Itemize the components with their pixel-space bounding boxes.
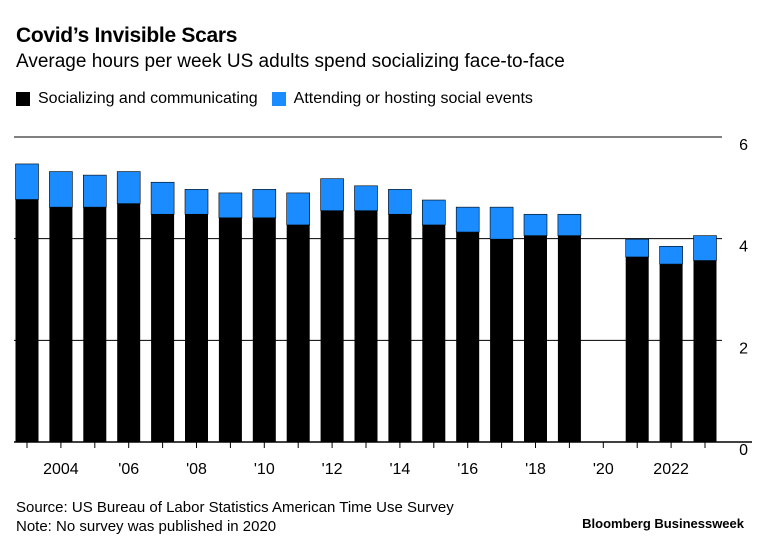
bar-socializing-2022 bbox=[659, 264, 683, 442]
chart-title: Covid’s Invisible Scars bbox=[16, 24, 238, 47]
bar-events-2008 bbox=[184, 189, 209, 215]
bar-events-2003 bbox=[15, 163, 39, 200]
x-tick-label-2004: 2004 bbox=[43, 461, 79, 478]
bar-socializing-2011 bbox=[286, 224, 310, 442]
x-tick-label-2014: '14 bbox=[389, 461, 410, 478]
legend-swatch-socializing bbox=[16, 92, 30, 106]
bar-events-2014 bbox=[388, 189, 412, 215]
bar-events-2012 bbox=[320, 178, 344, 212]
bar-events-2018 bbox=[523, 213, 548, 236]
y-tick-label-2: 2 bbox=[739, 340, 748, 357]
bar-socializing-2005 bbox=[83, 207, 107, 442]
bar-events-2007 bbox=[150, 181, 175, 215]
stacked-bar-chart: 0 2 4 6 2004 '06 '08 '10 '12 '14 '16 '18 '20 2022 bbox=[14, 136, 752, 478]
bar-socializing-2004 bbox=[49, 207, 73, 442]
x-tick-label-2010: '10 bbox=[254, 461, 275, 478]
x-tick-label-2008: '08 bbox=[186, 461, 207, 478]
bar-events-2019 bbox=[557, 213, 582, 236]
bar-socializing-2006 bbox=[117, 203, 141, 442]
bar-socializing-2023 bbox=[693, 260, 717, 442]
bar-socializing-2019 bbox=[557, 235, 581, 442]
x-tick-label-2022: 2022 bbox=[653, 461, 689, 478]
bar-socializing-2017 bbox=[490, 239, 514, 442]
bar-events-2004 bbox=[49, 171, 73, 208]
x-tick-label-2016: '16 bbox=[457, 461, 478, 478]
bar-socializing-2015 bbox=[422, 224, 446, 442]
legend-label-socializing: Socializing and communicating bbox=[38, 90, 258, 107]
x-tick-label-2012: '12 bbox=[322, 461, 343, 478]
x-tick-label-2006: '06 bbox=[118, 461, 139, 478]
bar-socializing-2021 bbox=[625, 256, 649, 442]
y-tick-label-4: 4 bbox=[739, 239, 748, 256]
bar-events-2017 bbox=[489, 206, 514, 240]
bar-socializing-2008 bbox=[185, 214, 208, 442]
bar-socializing-2012 bbox=[320, 210, 344, 442]
bar-socializing-2009 bbox=[218, 217, 242, 442]
legend-item-events: Attending or hosting social events bbox=[271, 90, 533, 108]
bar-socializing-2013 bbox=[354, 210, 378, 442]
bar-events-2011 bbox=[286, 192, 311, 226]
bar-events-2015 bbox=[421, 199, 446, 226]
legend: Socializing and communicating Attending … bbox=[16, 90, 547, 108]
legend-label-events: Attending or hosting social events bbox=[293, 90, 533, 107]
y-tick-label-6: 6 bbox=[739, 137, 748, 154]
bar-socializing-2018 bbox=[524, 235, 547, 442]
bar-events-2013 bbox=[354, 185, 378, 212]
source-text: Source: US Bureau of Labor Statistics Am… bbox=[16, 499, 454, 516]
bar-events-2022 bbox=[659, 245, 683, 265]
x-tick-label-2020: '20 bbox=[593, 461, 614, 478]
bar-events-2006 bbox=[116, 171, 141, 204]
bar-socializing-2014 bbox=[388, 214, 412, 442]
bar-events-2023 bbox=[693, 235, 717, 261]
brand-logo-text: Bloomberg Businessweek bbox=[582, 516, 744, 531]
bar-events-2005 bbox=[83, 174, 107, 208]
footer-notes: Source: US Bureau of Labor Statistics Am… bbox=[16, 498, 454, 536]
legend-item-socializing: Socializing and communicating bbox=[16, 90, 258, 108]
bar-socializing-2003 bbox=[15, 199, 39, 442]
bar-socializing-2010 bbox=[252, 217, 276, 442]
bar-events-2009 bbox=[218, 192, 243, 219]
legend-swatch-events bbox=[271, 92, 286, 106]
note-text: Note: No survey was published in 2020 bbox=[16, 518, 277, 535]
y-tick-label-0: 0 bbox=[739, 442, 748, 459]
bar-socializing-2007 bbox=[151, 214, 175, 442]
bar-events-2010 bbox=[252, 189, 277, 219]
bar-events-2021 bbox=[625, 238, 650, 258]
chart-subtitle: Average hours per week US adults spend s… bbox=[16, 51, 565, 72]
bar-events-2016 bbox=[455, 206, 480, 233]
bar-socializing-2016 bbox=[456, 232, 480, 442]
x-tick-label-2018: '18 bbox=[525, 461, 546, 478]
